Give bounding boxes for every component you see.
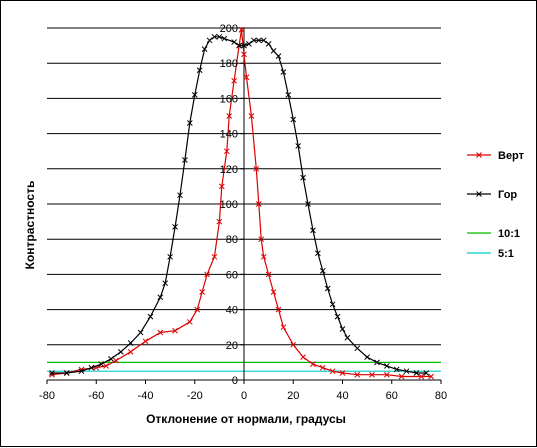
x-tick-label: 0 [241,390,247,402]
y-tick-label: 60 [226,269,238,281]
legend-label-1: Верт [498,150,525,162]
data-point [345,335,350,340]
y-tick-label: 80 [226,234,238,246]
x-tick-label: -60 [88,390,104,402]
y-tick-label: 20 [226,340,238,352]
legend-label-4: 5:1 [498,248,514,260]
y-tick-label: 40 [226,305,238,317]
legend: Верт Гор 10:1 5:1 [467,150,525,260]
data-point [266,41,271,46]
data-point [271,48,276,53]
data-point [335,314,340,319]
series-line-2 [52,37,426,373]
data-point [158,295,163,300]
data-point [187,319,192,324]
x-axis-title: Отклонение от нормали, градусы [146,412,346,426]
legend-label-2: Гор [498,189,517,201]
series-line-1 [242,30,432,377]
y-tick-label: 180 [220,58,238,70]
x-tick-label: 80 [435,390,447,402]
x-tick-label: -80 [39,390,55,402]
x-tick-label: 40 [336,390,348,402]
data-point [355,346,360,351]
data-point [148,314,153,319]
data-point [118,349,123,354]
data-point [301,355,306,360]
x-tick-label: -20 [187,390,203,402]
data-point [138,330,143,335]
data-point [340,326,345,331]
x-tick-label: -40 [138,390,154,402]
y-tick-label: 100 [220,199,238,211]
y-axis-title: Контрастность [23,181,37,270]
y-tick-label: 120 [220,164,238,176]
data-point [365,355,370,360]
x-tick-label: 20 [287,390,299,402]
axes [47,28,441,384]
data-point [143,339,148,344]
y-tick-label: 140 [220,129,238,141]
y-tick-label: 160 [220,93,238,105]
y-tick-label: 0 [232,375,238,387]
series-layer [49,27,433,379]
y-tick-label: 200 [220,23,238,35]
data-point [109,356,114,361]
data-point [128,349,133,354]
x-tick-label: 60 [386,390,398,402]
data-point [207,38,212,43]
legend-label-3: 10:1 [498,228,520,240]
